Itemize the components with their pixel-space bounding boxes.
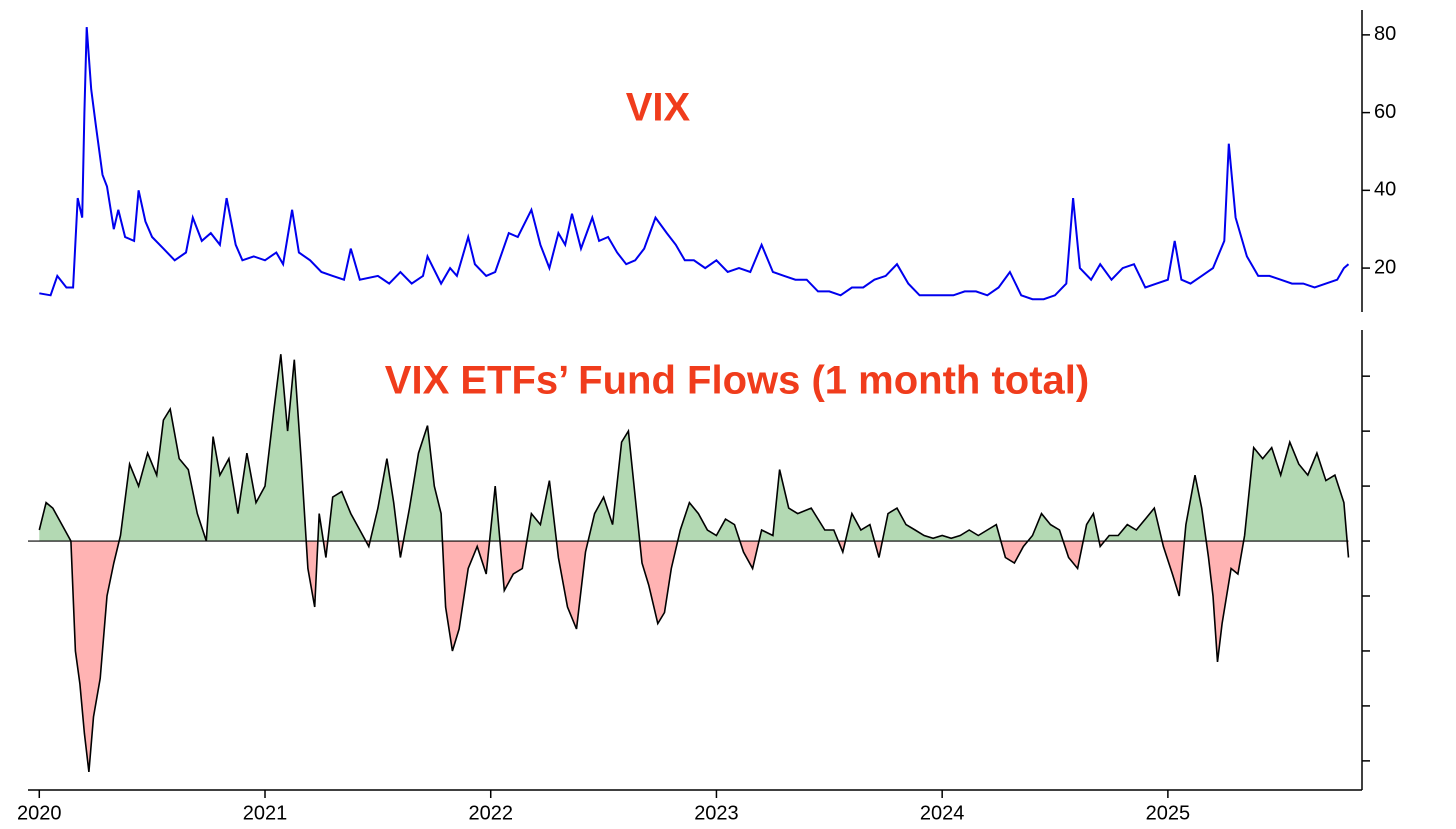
y-tick-label: 40: [1374, 179, 1396, 201]
negative-area: [39, 541, 1349, 772]
x-tick-label: 2022: [468, 802, 513, 824]
y-tick-label: 60: [1374, 101, 1396, 123]
x-tick-label: 2025: [1146, 802, 1191, 824]
x-tick-label: 2021: [243, 802, 288, 824]
x-tick-label: 2024: [920, 802, 965, 824]
bottom-title: VIX ETFs’ Fund Flows (1 month total): [385, 359, 1089, 403]
top-title: VIX: [626, 86, 691, 130]
x-tick-label: 2020: [17, 802, 62, 824]
y-tick-label: 80: [1374, 23, 1396, 45]
x-tick-label: 2023: [694, 802, 739, 824]
positive-area: [39, 354, 1348, 541]
vix-line: [39, 27, 1350, 301]
flow-line: [38, 354, 1350, 772]
y-tick-label: 20: [1374, 256, 1396, 278]
